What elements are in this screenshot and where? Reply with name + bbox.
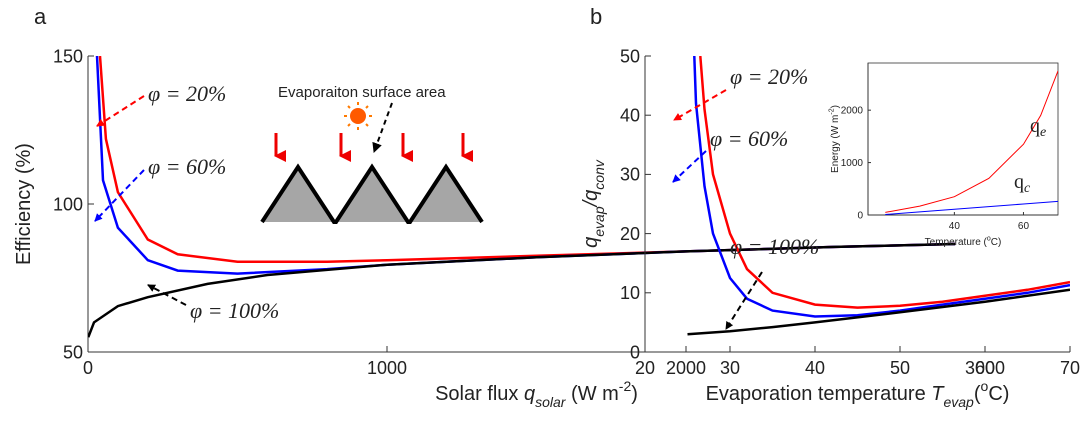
y-axis-label: Energy (W m-2)	[829, 105, 842, 173]
label-part: Solar flux	[435, 383, 524, 405]
label-part: o	[987, 236, 991, 243]
label-part: T	[931, 383, 945, 405]
y-tick-label: 0	[630, 342, 640, 362]
sun-arrows	[274, 133, 473, 162]
diagram: Evaporaiton surface area	[260, 84, 484, 224]
label-part: conv	[591, 159, 607, 190]
label-part: C)	[991, 237, 1002, 248]
label-part: -2	[619, 378, 632, 394]
x-tick-label: 3000	[965, 358, 1005, 378]
y-tick-label: 10	[620, 283, 640, 303]
line	[699, 56, 1070, 309]
series-label: qe	[1030, 115, 1046, 140]
x-tick-label: 1000	[367, 358, 407, 378]
label-part: solar	[535, 394, 567, 410]
y-tick-label: 150	[53, 46, 83, 66]
label-part: evap	[943, 394, 974, 410]
x-tick-label: 70	[1060, 358, 1080, 378]
series-label: φ = 100%	[190, 298, 279, 323]
sun	[350, 108, 366, 124]
surface	[260, 163, 484, 224]
label-part: )	[830, 105, 841, 108]
sun-rays	[344, 102, 372, 130]
line	[693, 56, 1070, 318]
x-axis-label: Temperature (oC)	[925, 236, 1002, 249]
line	[88, 242, 956, 338]
label-part: (W m	[565, 383, 618, 405]
x-tick-label: 40	[805, 358, 825, 378]
series-arrow	[147, 284, 187, 306]
y-tick-label: 20	[620, 224, 640, 244]
y-axis-label: qevap/qconv	[580, 159, 607, 248]
y-tick-label: 40	[620, 106, 640, 126]
series-label: φ = 100%	[730, 234, 819, 259]
label-part: q	[524, 383, 535, 405]
y-tick-label: 50	[620, 46, 640, 66]
label-part: Efficiency (%)	[13, 143, 35, 265]
label-part: o	[981, 378, 989, 394]
label-part: -2	[829, 108, 836, 114]
x-tick-label: 30	[720, 358, 740, 378]
series-label: qc	[1014, 171, 1031, 196]
y-axis-label: Efficiency (%)	[13, 143, 35, 265]
label-part: )	[631, 383, 638, 405]
series-arrow	[94, 169, 145, 222]
series-label: φ = 60%	[148, 154, 226, 179]
label-part: q	[1030, 115, 1040, 137]
series-arrow	[673, 89, 727, 121]
label-part: e	[1040, 125, 1046, 140]
y-tick-label: 0	[857, 211, 863, 222]
y-tick-label: 30	[620, 165, 640, 185]
panel: 40 60 0 1000 2000 Temperature (oC) Energy (W m…	[829, 62, 1059, 249]
label-part: q	[580, 237, 602, 248]
x-tick-label: 40	[949, 221, 961, 232]
series-label: φ = 20%	[730, 64, 808, 89]
label-part: C)	[988, 383, 1009, 405]
line	[687, 288, 1070, 336]
x-tick-label: 2000	[666, 358, 706, 378]
series-arrow	[725, 271, 763, 330]
series-arrow	[672, 150, 707, 183]
label-part: Temperature (	[925, 237, 988, 248]
diagram-label: Evaporaiton surface area	[278, 84, 446, 101]
label-part: c	[1024, 181, 1031, 196]
y-tick-label: 2000	[841, 106, 864, 117]
x-tick-label: 60	[1018, 221, 1030, 232]
label-part: Energy (W m	[830, 115, 841, 173]
x-tick-label: 50	[890, 358, 910, 378]
series-label: φ = 20%	[148, 81, 226, 106]
label-part: /q	[580, 190, 602, 209]
x-tick-label: 20	[635, 358, 655, 378]
y-tick-label: 1000	[841, 158, 864, 169]
line	[98, 56, 956, 263]
line	[885, 200, 1058, 215]
x-axis-label: Solar flux qsolar (W m-2)	[435, 378, 638, 410]
label-part: evap	[591, 206, 607, 237]
panel-label: a	[34, 4, 47, 29]
label-part: Evaporation temperature	[706, 383, 932, 405]
diagram-arrow	[372, 102, 393, 153]
label-part: q	[1014, 171, 1024, 193]
x-tick-label: 60	[975, 358, 995, 378]
series-label: φ = 60%	[710, 126, 788, 151]
label-part: (	[974, 383, 981, 405]
y-tick-label: 50	[63, 342, 83, 362]
panel-label: b	[590, 4, 602, 29]
y-tick-label: 100	[53, 194, 83, 214]
line	[885, 70, 1058, 213]
x-tick-label: 0	[83, 358, 93, 378]
x-axis-label: Evaporation temperature Tevap(oC)	[706, 378, 1010, 410]
